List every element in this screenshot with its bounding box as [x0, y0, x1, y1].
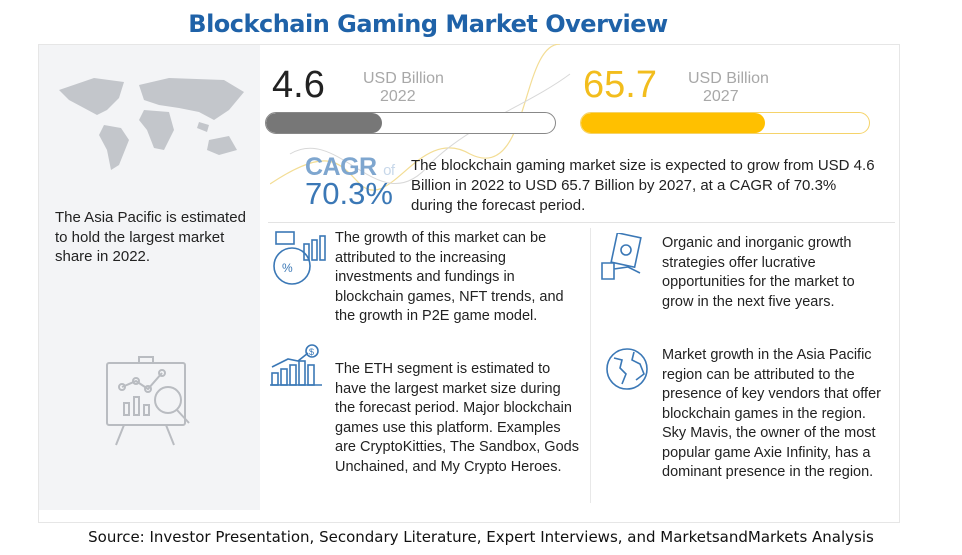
market-2022-bar-fill	[266, 113, 382, 133]
market-2027-bar-fill	[581, 113, 766, 133]
divider	[590, 228, 591, 503]
page-title: Blockchain Gaming Market Overview	[188, 10, 668, 38]
cagr-label: CAGR	[305, 153, 377, 181]
insight-text: The growth of this market can be attribu…	[335, 230, 564, 324]
market-2027-year: 2027	[703, 88, 739, 105]
market-2022-unit: USD Billion	[363, 70, 444, 87]
svg-text:%: %	[282, 261, 293, 275]
insight-text: The ETH segment is estimated to have the…	[335, 361, 579, 475]
money-hand-icon	[601, 233, 642, 280]
decorative-wave-lines	[270, 44, 571, 191]
market-2027-unit: USD Billion	[688, 70, 769, 87]
insight-text: Market growth in the Asia Pacific region…	[662, 347, 881, 480]
market-2027-value: 65.7	[583, 64, 657, 106]
cagr-value: 70.3%	[305, 176, 393, 211]
divider	[268, 222, 895, 223]
source-note: Source: Investor Presentation, Secondary…	[88, 528, 874, 546]
market-2027-bar	[580, 112, 870, 134]
left-panel: The Asia Pacific is estimated to hold th…	[39, 45, 260, 510]
cagr-of: of	[383, 162, 395, 179]
globe-icon	[606, 348, 648, 390]
region-insight-text: The Asia Pacific is estimated to hold th…	[55, 209, 246, 265]
market-2022-value: 4.6	[272, 64, 325, 106]
cagr-description: The blockchain gaming market size is exp…	[411, 157, 875, 214]
market-2022-bar	[265, 112, 556, 134]
world-map-icon	[59, 78, 244, 170]
svg-text:$: $	[309, 347, 314, 357]
infographic-frame	[38, 44, 900, 523]
dollar-bar-chart-icon: $	[270, 344, 322, 386]
insight-text: Organic and inorganic growth strategies …	[662, 235, 855, 310]
growth-analytics-icon: %	[273, 231, 326, 285]
market-2022-year: 2022	[380, 88, 416, 105]
analytics-presentation-icon	[106, 356, 190, 446]
